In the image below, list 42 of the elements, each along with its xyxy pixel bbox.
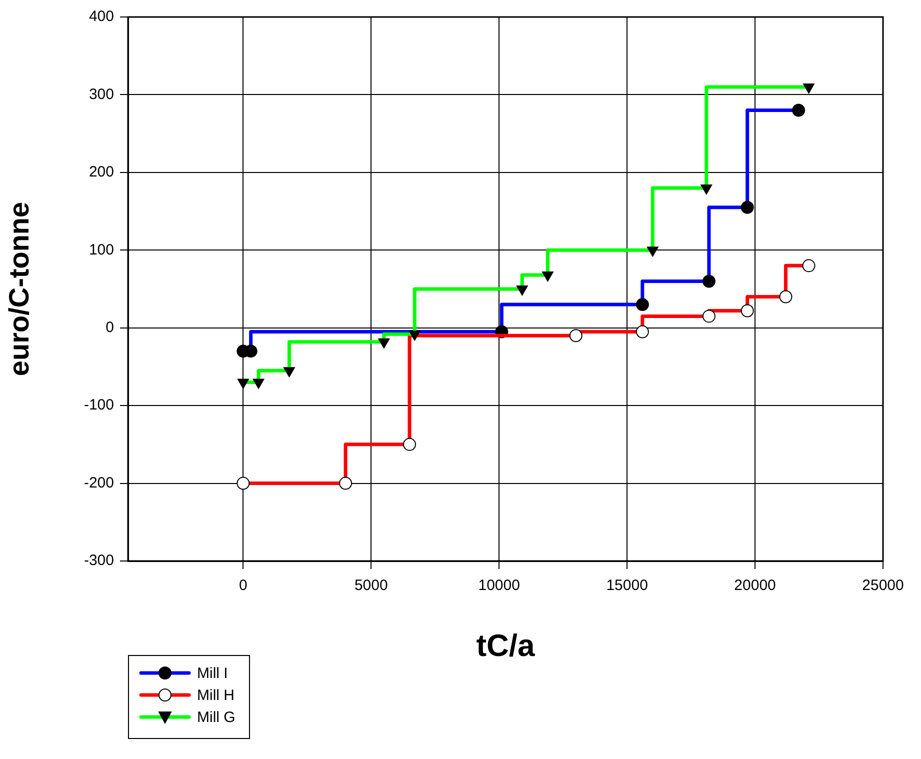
- y-axis-title: euro/C-tonne: [4, 202, 35, 376]
- point: [702, 274, 716, 288]
- y-tick-label: -300: [84, 552, 114, 570]
- point: [740, 200, 754, 214]
- y-tick-label: 300: [88, 86, 114, 103]
- point: [792, 104, 806, 117]
- legend-label: Mill H: [197, 686, 234, 704]
- x-tick-label: 5000: [354, 577, 388, 594]
- y-tick-label: 0: [106, 319, 114, 336]
- y-tick-label: 200: [88, 164, 114, 181]
- point: [803, 83, 814, 94]
- point: [702, 310, 716, 323]
- point: [740, 304, 754, 318]
- y-tick-label: 400: [88, 8, 114, 26]
- point: [636, 298, 649, 312]
- y-tick-label: -200: [84, 474, 114, 492]
- point: [237, 378, 249, 389]
- x-tick-label: 10000: [478, 577, 520, 594]
- point: [700, 184, 712, 194]
- point: [252, 378, 264, 389]
- point: [542, 272, 554, 282]
- point: [646, 246, 658, 257]
- point: [339, 476, 352, 490]
- point: [802, 259, 816, 272]
- point: [408, 330, 420, 341]
- x-tick-label: 0: [239, 577, 248, 594]
- x-tick-label: 25000: [862, 577, 904, 594]
- x-axis-title: tC/a: [476, 628, 536, 663]
- point: [636, 325, 649, 338]
- point: [516, 286, 528, 296]
- y-tick-label: -100: [84, 396, 114, 414]
- x-tick-label: 20000: [734, 577, 776, 594]
- point: [403, 438, 416, 451]
- legend-label: Mill G: [197, 708, 236, 726]
- point: [236, 476, 250, 490]
- point: [779, 290, 792, 304]
- legend-label: Mill I: [197, 664, 228, 682]
- x-tick-label: 15000: [606, 577, 648, 594]
- y-tick-label: 100: [88, 241, 114, 258]
- point: [569, 329, 582, 342]
- point: [378, 338, 390, 348]
- point: [284, 367, 295, 378]
